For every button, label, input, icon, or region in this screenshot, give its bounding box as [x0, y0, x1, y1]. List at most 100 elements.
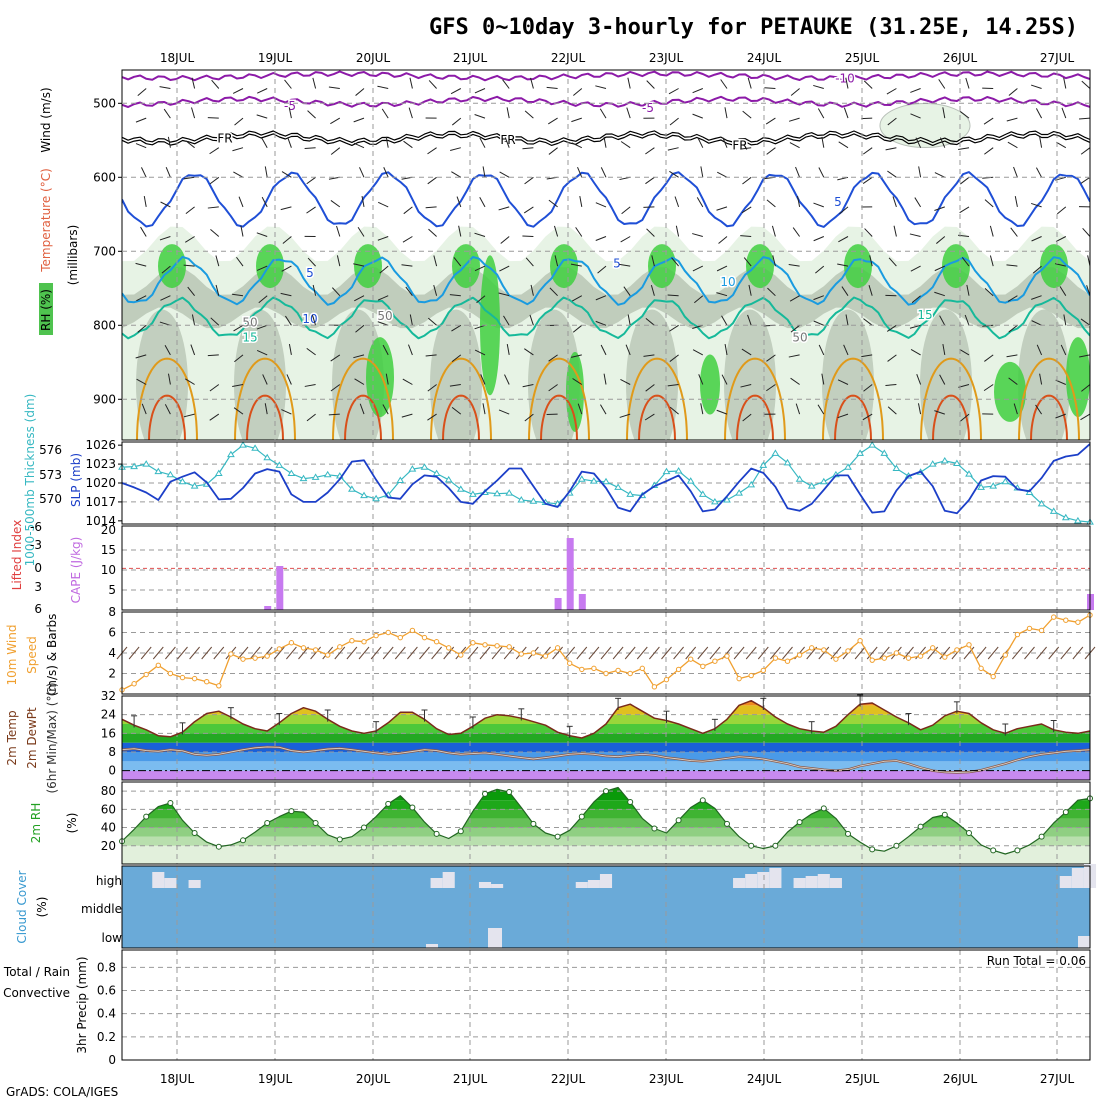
axis-title: (%) [65, 813, 79, 834]
contour-label: 10 [720, 275, 735, 289]
wind-barb [233, 171, 244, 178]
contour-label: FR [217, 131, 232, 145]
wind-speed-point [942, 654, 948, 660]
cape-bar [554, 598, 562, 610]
wind-barb [330, 354, 341, 362]
temperature-tick: 0 [108, 764, 116, 778]
wind-barb [479, 646, 491, 660]
wind-barb [524, 348, 534, 356]
wind-speed-point [675, 666, 682, 673]
wind-barb [330, 117, 341, 125]
wind-barb [377, 236, 389, 241]
rh-point [167, 799, 174, 806]
wind-barb [909, 233, 921, 237]
cape-tick: 20 [101, 523, 116, 537]
wind-barb [381, 108, 389, 119]
wind-barb [766, 199, 776, 208]
wind-speed-point [349, 638, 355, 644]
wind-barb [306, 413, 316, 422]
rh-upper-patch [879, 103, 971, 148]
wind-barb [792, 227, 801, 237]
wind-barb [742, 110, 752, 119]
wind-barb [692, 324, 703, 330]
wind-speed-point [796, 652, 803, 658]
wind-barb [700, 403, 704, 415]
wind-panel: 8 6 4 2 10m Wind Speed (m/s) & Barbs [5, 605, 1096, 696]
wind-speed-point [627, 670, 633, 677]
wind-barb [405, 286, 413, 297]
wind-barb [427, 147, 437, 155]
wind-barb [167, 136, 171, 148]
wind-barb [636, 646, 648, 660]
rh-point [651, 825, 658, 832]
temperature-tick: 32 [101, 689, 116, 703]
wind-barb [646, 228, 655, 237]
wind-barb [667, 384, 679, 387]
wind-barb [183, 264, 195, 267]
wind-barb [747, 77, 752, 89]
wind-barb [209, 384, 220, 392]
wind-speed-point [639, 665, 645, 672]
wind-speed-point [542, 653, 549, 659]
wind-barb [307, 257, 316, 267]
wind-barb [813, 202, 824, 208]
wind-barb [959, 111, 970, 119]
wind-barb [140, 226, 147, 237]
wind-barb [740, 384, 752, 388]
wind-barb [353, 142, 365, 149]
wind-barb [818, 646, 830, 660]
axis-tick-label: 800 [93, 318, 116, 332]
wind-barb [646, 80, 655, 89]
contour-25 [344, 394, 382, 440]
wind-barb [620, 378, 631, 385]
contour-25 [1030, 394, 1068, 440]
wind-speed-point [772, 655, 779, 661]
wind-barb [122, 354, 123, 356]
wind-speed-point [615, 667, 621, 674]
wind-barb [530, 284, 534, 296]
wind-barb [1063, 77, 1067, 89]
wind-barb [137, 88, 147, 96]
wind-barb [983, 117, 994, 125]
cape-bar [578, 594, 586, 610]
thickness-point [456, 485, 465, 492]
wind-barb [790, 88, 800, 96]
wind-barb [692, 113, 703, 119]
wind-barb [911, 295, 921, 304]
wind-barb [280, 206, 292, 211]
date-label: 26JUL [943, 51, 978, 65]
wind-barb [256, 324, 268, 330]
wind-barb [975, 646, 987, 660]
wind-barb [385, 136, 389, 148]
wind-barb [1039, 373, 1043, 385]
wind-speed-point [216, 683, 222, 689]
wind-barb [419, 646, 430, 660]
thickness-point [940, 456, 949, 464]
thickness-point [469, 490, 477, 497]
wind-barb [1006, 354, 1018, 358]
wind-barb [449, 294, 461, 297]
rh-plume [724, 309, 776, 440]
wind-barb [772, 255, 776, 267]
wind-barb [623, 286, 631, 296]
axis-tick-label: 1026 [85, 438, 116, 452]
thickness-point [602, 477, 610, 485]
thickness-point [154, 467, 163, 475]
wind-speed-point [567, 660, 573, 666]
wind-barb [960, 176, 970, 185]
wind-barb [261, 196, 268, 208]
wind-barb [403, 140, 413, 149]
wind-barb [479, 137, 486, 148]
wind-barb [579, 195, 583, 207]
wind-barb [918, 166, 922, 178]
wind-barb [330, 384, 341, 392]
rh-plume [234, 309, 286, 440]
wind-speed-point [1014, 631, 1021, 638]
wind-barb [644, 413, 655, 421]
wind-barb [164, 345, 171, 356]
wind-speed-point [1002, 652, 1008, 658]
wind-barb [282, 236, 292, 244]
wind-barb [141, 403, 147, 415]
wind-barb [767, 287, 776, 297]
wind-barb [355, 88, 365, 96]
